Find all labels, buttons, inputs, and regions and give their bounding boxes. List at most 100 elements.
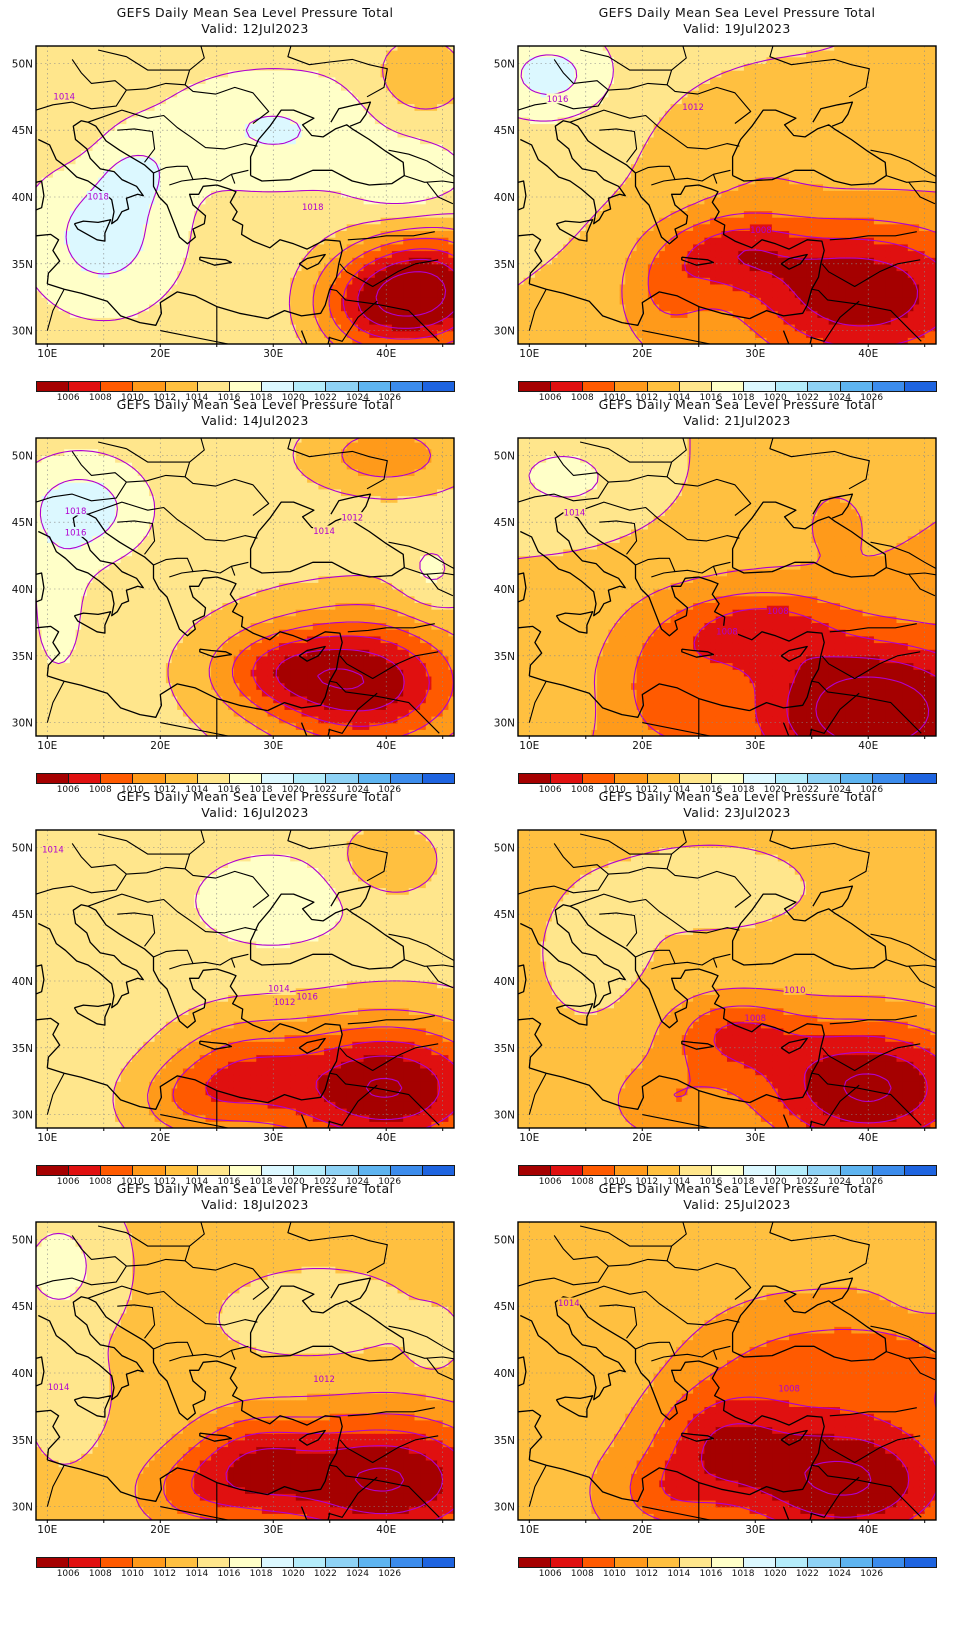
pressure-cell [109,283,116,292]
pressure-cell [75,257,82,265]
pressure-cell [69,324,77,332]
colorbar-swatch [228,381,263,392]
pressure-cell [391,297,399,305]
pressure-cell [358,330,365,338]
pressure-cell [273,150,280,158]
country-border [71,59,127,91]
pressure-cell [397,203,404,211]
pressure-cell [149,237,156,245]
pressure-cell [363,257,370,265]
pressure-cell [245,143,252,151]
pressure-cell [295,136,302,145]
pressure-cell [239,130,246,138]
pressure-cell [602,150,609,158]
pressure-cell [693,277,700,285]
pressure-cell [160,324,167,332]
pressure-cell [397,56,404,64]
pressure-cell [228,123,235,131]
pressure-cell [109,103,116,111]
pressure-cell [693,130,700,138]
pressure-cell [36,50,43,58]
pressure-cell [363,243,370,252]
pressure-cell [523,156,530,165]
colorbar-swatch [293,381,327,392]
pressure-cell [98,90,105,98]
pressure-cell [346,317,353,325]
pressure-cell [64,210,71,218]
pressure-cell [312,243,319,252]
pressure-cell [47,63,54,71]
lat-label: 50N [12,58,33,70]
pressure-cell [75,83,82,91]
pressure-cell [557,156,564,165]
pressure-cell [420,263,427,272]
pressure-cell [534,237,542,245]
pressure-cell [318,76,325,84]
pressure-cell [160,230,167,238]
pressure-cell [250,110,257,118]
pressure-cell [250,243,257,252]
pressure-cell [284,46,291,51]
pressure-cell [670,63,677,71]
pressure-cell [75,70,82,78]
pressure-cell [381,37,387,44]
pressure-cell [546,143,553,151]
pressure-cell [597,76,604,84]
pressure-cell [534,330,542,338]
pressure-cell [397,257,404,265]
pressure-cell [442,56,449,64]
pressure-cell [318,190,325,198]
pressure-cell [47,270,54,278]
pressure-cell [614,163,621,171]
pressure-cell [557,116,564,125]
pressure-cell [267,170,274,178]
pressure-cell [425,56,432,64]
pressure-cell [75,197,82,205]
pressure-cell [664,283,672,292]
pressure-cell [149,123,156,131]
pressure-cell [597,263,604,272]
pressure-cell [523,63,530,71]
pressure-cell [687,76,694,84]
pressure-cell [664,136,672,145]
pressure-cell [687,70,694,78]
pressure-cell [216,136,223,145]
pressure-cell [647,210,655,218]
pressure-cell [36,103,43,111]
pressure-cell [132,197,139,205]
pressure-cell [659,50,666,58]
pressure-cell [602,83,609,91]
pressure-cell [369,230,376,238]
pressure-cell [324,310,331,318]
pressure-cell [81,310,88,318]
pressure-cell [408,330,415,338]
pressure-cell [335,143,342,151]
pressure-cell [41,143,48,151]
pressure-cell [346,96,353,105]
pressure-cell [36,277,43,285]
pressure-cell [580,197,587,205]
pressure-cell [397,116,404,125]
pressure-cell [233,90,240,98]
pressure-cell [137,257,144,265]
pressure-cell [602,63,609,71]
pressure-cell [324,197,331,205]
pressure-cell [279,37,285,44]
pressure-cell [75,263,82,272]
pressure-cell [585,63,592,71]
pressure-cell [391,270,399,278]
pressure-cell [126,203,133,211]
pressure-cell [177,324,184,332]
pressure-cell [228,283,235,292]
pressure-cell [676,70,683,78]
pressure-cell [256,150,263,158]
pressure-cell [403,56,410,64]
pressure-cell [346,237,353,245]
pressure-cell [534,257,542,265]
pressure-cell [165,96,173,105]
pressure-cell [256,263,263,272]
pressure-cell [256,110,263,118]
pressure-cell [580,330,587,338]
pressure-cell [335,190,342,198]
pressure-cell [171,96,178,105]
